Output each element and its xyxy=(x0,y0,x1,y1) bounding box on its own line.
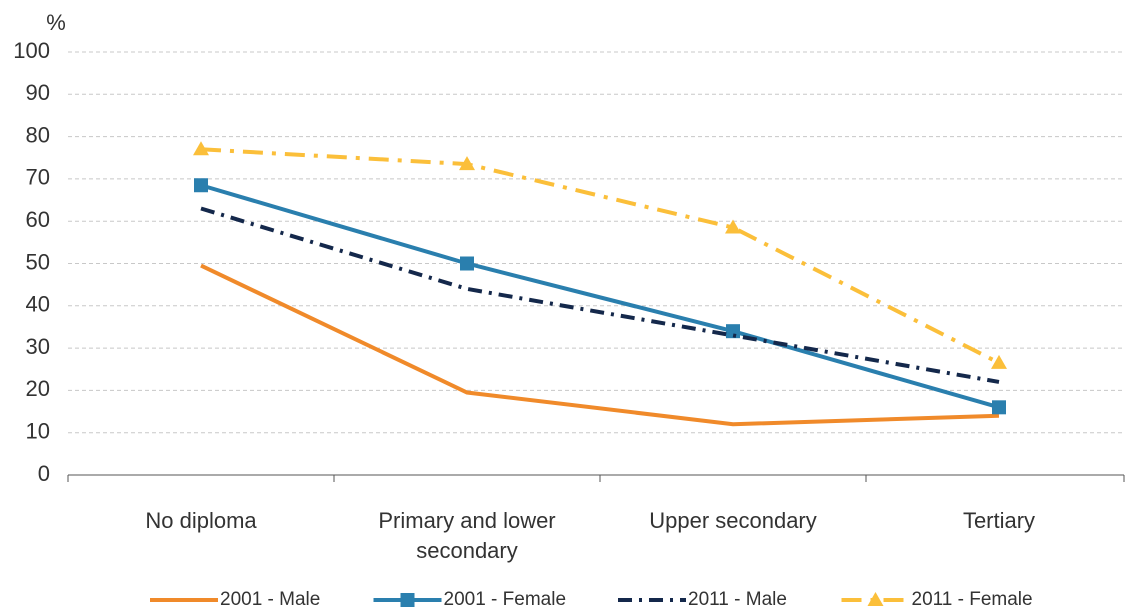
x-tick-label: No diploma xyxy=(145,508,257,533)
marker xyxy=(867,592,884,606)
marker xyxy=(992,400,1006,415)
series-line xyxy=(200,147,1000,365)
legend-label: 2001 - Female xyxy=(444,589,567,610)
x-tick-label: Upper secondary xyxy=(649,508,817,533)
y-tick-label: 80 xyxy=(26,122,50,147)
marker xyxy=(193,141,209,156)
y-axis-label: % xyxy=(46,10,66,35)
y-tick-label: 20 xyxy=(26,376,50,401)
marker xyxy=(400,593,415,607)
marker xyxy=(991,354,1007,369)
marker xyxy=(194,178,208,193)
marker xyxy=(459,156,475,171)
y-tick-label: 100 xyxy=(13,38,50,63)
legend-label: 2011 - Male xyxy=(688,589,787,610)
y-tick-label: 0 xyxy=(38,461,50,486)
legend-label: 2001 - Male xyxy=(220,589,320,610)
y-tick-label: 40 xyxy=(26,292,50,317)
y-tick-label: 90 xyxy=(26,80,50,105)
x-tick-label: Primary and lower secondary xyxy=(378,508,555,563)
series-line xyxy=(200,183,1000,410)
y-tick-label: 70 xyxy=(26,165,50,190)
legend-label: 2011 - Female xyxy=(912,589,1033,610)
y-tick-label: 10 xyxy=(26,419,50,444)
marker xyxy=(725,219,741,234)
series-line xyxy=(200,206,1000,384)
y-tick-label: 50 xyxy=(26,249,50,274)
marker xyxy=(726,324,740,339)
x-tick-label: Tertiary xyxy=(963,508,1035,533)
y-tick-label: 30 xyxy=(26,334,50,359)
marker xyxy=(460,256,474,271)
y-tick-label: 60 xyxy=(26,207,50,232)
series-line xyxy=(200,263,1000,427)
